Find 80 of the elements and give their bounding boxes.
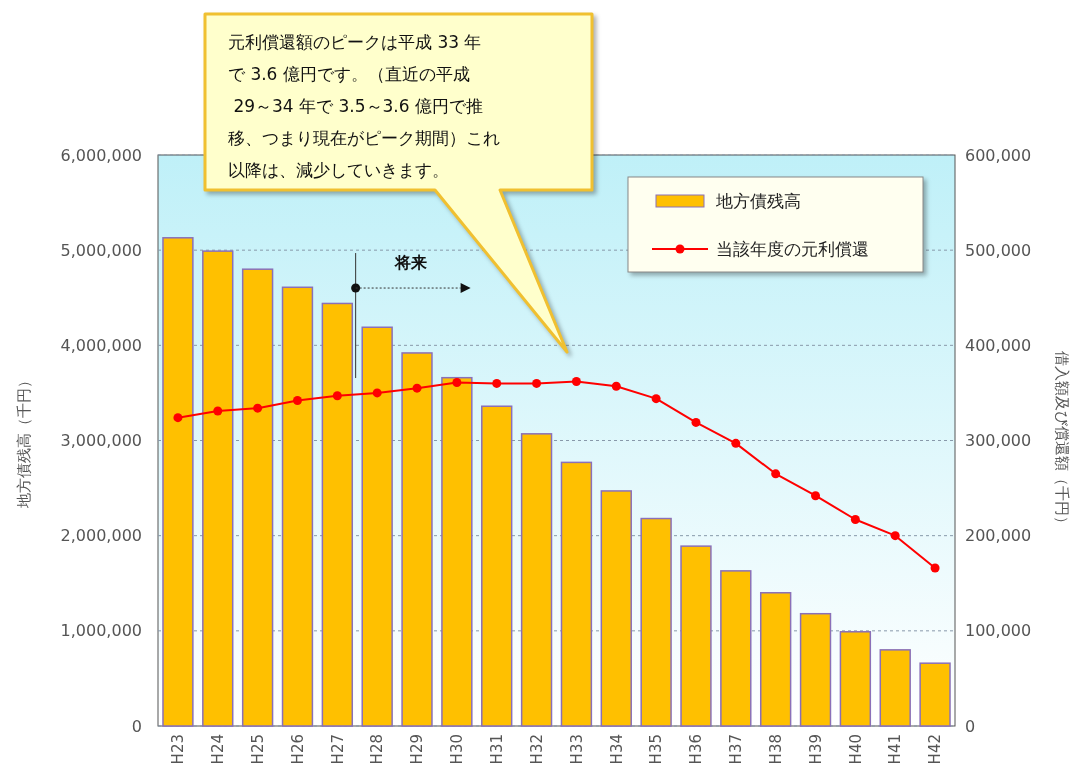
annotation: 将来 <box>393 253 427 273</box>
point <box>292 396 302 406</box>
x-tick-label: H26 <box>288 734 307 765</box>
point <box>372 388 382 398</box>
y2-tick-label: 0 <box>965 716 976 736</box>
point <box>691 417 701 427</box>
y2-tick-label: 500,000 <box>965 240 1032 260</box>
bar <box>839 631 872 727</box>
y-tick-label: 6,000,000 <box>60 145 142 165</box>
bar <box>162 237 194 727</box>
bar <box>441 376 473 727</box>
x-tick-label: H24 <box>209 734 228 765</box>
bar <box>799 612 832 727</box>
bar <box>720 570 752 727</box>
x-tick-label: H31 <box>487 734 506 765</box>
bar <box>640 517 672 727</box>
point <box>173 413 183 423</box>
bar <box>202 250 234 727</box>
y2-axis-title: 借入額及び償還額（千円） <box>1052 350 1071 531</box>
bar <box>520 433 553 727</box>
point <box>452 377 462 387</box>
x-tick-label: H29 <box>408 734 427 765</box>
point <box>811 491 821 501</box>
annotation: 元利償還額のピークは平成 33 年で 3.6 億円です。（直近の平成 29～34 年で 3.5～3.6 億円で推移、つまり現在がピーク期間）これ以降は、減少していきます。 <box>228 32 500 180</box>
y2-tick-label: 100,000 <box>965 621 1032 641</box>
y-tick-label: 0 <box>131 716 142 736</box>
point <box>253 403 263 413</box>
bar <box>321 302 354 727</box>
x-tick-label: H34 <box>607 734 626 765</box>
point <box>213 406 223 416</box>
point <box>890 531 900 541</box>
point <box>412 383 422 393</box>
bar <box>919 662 951 727</box>
bar <box>241 268 274 727</box>
point <box>771 469 781 479</box>
point <box>332 391 342 401</box>
x-tick-label: H41 <box>886 734 905 765</box>
x-tick-label: H39 <box>806 734 825 765</box>
y-tick-label: 1,000,000 <box>60 621 142 641</box>
x-tick-label: H28 <box>368 734 387 765</box>
x-tick-label: H36 <box>687 734 706 765</box>
bar <box>281 286 314 727</box>
point <box>492 378 502 388</box>
point <box>532 378 542 388</box>
y-tick-label: 2,000,000 <box>60 526 142 546</box>
x-tick-label: H35 <box>647 734 666 765</box>
bar <box>680 545 712 727</box>
bar <box>361 326 393 727</box>
point <box>731 438 741 448</box>
y-axis-title: 地方債残高（千円） <box>15 373 34 509</box>
bar <box>879 649 911 727</box>
x-tick-label: H32 <box>527 734 546 765</box>
x-tick-label: H37 <box>727 734 746 765</box>
x-tick-label: H23 <box>169 734 188 765</box>
y-tick-label: 3,000,000 <box>60 431 142 451</box>
x-tick-label: H38 <box>766 734 785 765</box>
legend-label: 当該年度の元利償還 <box>716 238 869 259</box>
point <box>611 381 621 391</box>
point <box>850 514 860 524</box>
y2-tick-label: 400,000 <box>965 335 1032 355</box>
point <box>571 377 581 386</box>
bar <box>759 592 792 727</box>
y2-tick-label: 300,000 <box>965 431 1032 451</box>
point <box>651 394 661 404</box>
x-tick-label: H25 <box>248 734 267 765</box>
y-tick-label: 5,000,000 <box>60 240 142 260</box>
y2-tick-label: 200,000 <box>965 526 1032 546</box>
bar <box>600 490 632 727</box>
legend-label: 地方債残高 <box>715 190 801 211</box>
bar <box>401 352 433 727</box>
point <box>930 563 940 573</box>
x-tick-label: H42 <box>926 734 945 765</box>
x-tick-label: H30 <box>448 734 467 765</box>
y-tick-label: 4,000,000 <box>60 335 142 355</box>
x-tick-label: H27 <box>328 734 347 765</box>
bar <box>560 461 593 727</box>
x-tick-label: H33 <box>567 734 586 765</box>
bar <box>481 405 513 727</box>
x-tick-label: H40 <box>846 734 865 765</box>
y2-tick-label: 600,000 <box>965 145 1032 165</box>
